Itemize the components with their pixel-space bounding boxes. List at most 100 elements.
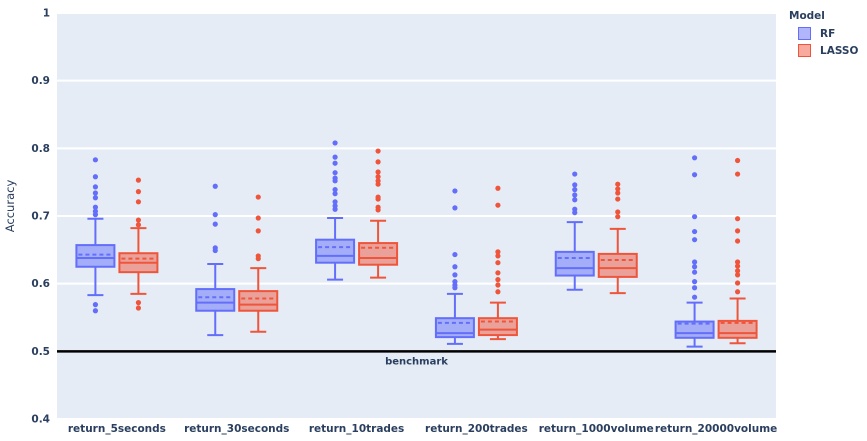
outlier-point (135, 222, 142, 228)
outlier-point (135, 199, 142, 205)
outlier-point (332, 199, 338, 205)
iqr-box (195, 288, 236, 312)
outlier-point (691, 294, 698, 300)
rf-swatch-icon (798, 27, 811, 40)
outlier-point (734, 272, 741, 278)
box-rf-return_20000volume[interactable] (674, 155, 715, 348)
outlier-point (135, 305, 142, 311)
outlier-point (212, 221, 218, 227)
iqr-box (434, 317, 475, 339)
outlier-point (615, 186, 621, 192)
y-tick-label: 0.7 (31, 211, 50, 223)
outlier-point (452, 188, 458, 194)
outlier-point (495, 202, 501, 208)
outlier-point (615, 196, 621, 202)
outlier-point (615, 209, 621, 215)
outlier-point (92, 190, 99, 196)
x-tick-label-return_10trades: return_10trades (309, 423, 404, 435)
outlier-point (495, 277, 501, 283)
outlier-point (691, 269, 698, 275)
outlier-point (495, 260, 501, 266)
x-tick-label-return_1000volume: return_1000volume (539, 423, 654, 435)
outlier-point (332, 154, 338, 160)
outlier-point (691, 279, 698, 285)
outlier-point (255, 194, 261, 200)
outlier-point (332, 187, 338, 193)
outlier-point (734, 228, 741, 234)
outlier-point (495, 282, 501, 288)
box-rf-return_1000volume[interactable] (554, 171, 595, 291)
outlier-point (375, 174, 381, 180)
outlier-point (92, 204, 99, 210)
box-lasso-return_30seconds[interactable] (238, 194, 279, 333)
outlier-point (92, 212, 99, 218)
x-tick-label-return_200trades: return_200trades (425, 423, 528, 435)
outlier-point (615, 214, 621, 220)
outlier-point (452, 285, 458, 291)
outlier-point (375, 159, 381, 165)
iqr-box (238, 290, 279, 312)
outlier-point (691, 214, 698, 220)
outlier-point (734, 238, 741, 244)
box-rf-return_200trades[interactable] (434, 188, 475, 345)
outlier-point (572, 171, 578, 177)
box-lasso-return_200trades[interactable] (477, 185, 518, 341)
outlier-point (495, 185, 501, 191)
outlier-point (691, 172, 698, 178)
outlier-point (92, 174, 99, 180)
outlier-point (734, 268, 741, 274)
series-rf (75, 140, 715, 348)
box-lasso-return_5seconds[interactable] (118, 177, 159, 311)
iqr-box (75, 244, 116, 268)
outlier-point (135, 177, 142, 183)
outlier-point (255, 228, 261, 234)
outlier-point (332, 191, 338, 197)
outlier-point (495, 289, 501, 295)
outlier-point (691, 259, 698, 265)
series-lasso (118, 148, 758, 345)
outlier-point (92, 302, 99, 308)
box-rf-return_30seconds[interactable] (195, 183, 236, 337)
y-axis-title: Accuracy (3, 180, 17, 233)
outlier-point (375, 207, 381, 213)
legend-item-lasso[interactable]: LASSO (798, 44, 858, 57)
outlier-point (691, 285, 698, 291)
outlier-point (734, 157, 741, 164)
box-lasso-return_20000volume[interactable] (717, 157, 758, 345)
box-rf-return_5seconds[interactable] (75, 157, 116, 314)
outlier-point (92, 195, 99, 201)
box-rf-return_10trades[interactable] (315, 140, 356, 281)
outlier-point (495, 253, 501, 259)
outlier-point (495, 270, 501, 276)
outlier-point (572, 197, 578, 203)
outlier-point (255, 215, 261, 221)
benchmark-label: benchmark (385, 356, 448, 367)
outlier-point (734, 289, 741, 295)
y-tick-label: 0.4 (31, 414, 50, 426)
legend-item-lasso-label: LASSO (820, 44, 859, 57)
y-tick-label: 0.9 (31, 75, 50, 87)
outlier-point (452, 272, 458, 278)
box-lasso-return_1000volume[interactable] (597, 181, 638, 295)
outlier-point (212, 212, 218, 218)
outlier-point (452, 264, 458, 270)
outlier-point (332, 206, 338, 212)
lasso-swatch-icon (798, 44, 811, 57)
outlier-point (332, 178, 338, 184)
outlier-point (375, 148, 381, 154)
outlier-point (691, 237, 698, 243)
outlier-point (212, 247, 218, 254)
outlier-point (572, 182, 578, 188)
outlier-point (332, 140, 338, 146)
iqr-box (358, 242, 399, 266)
box-lasso-return_10trades[interactable] (358, 148, 399, 279)
outlier-point (734, 171, 741, 177)
legend-item-rf[interactable]: RF (798, 27, 858, 40)
outlier-point (734, 280, 741, 286)
outlier-point (375, 196, 381, 202)
outlier-point (734, 259, 741, 265)
x-tick-label-return_20000volume: return_20000volume (655, 423, 777, 435)
outlier-point (375, 169, 381, 175)
